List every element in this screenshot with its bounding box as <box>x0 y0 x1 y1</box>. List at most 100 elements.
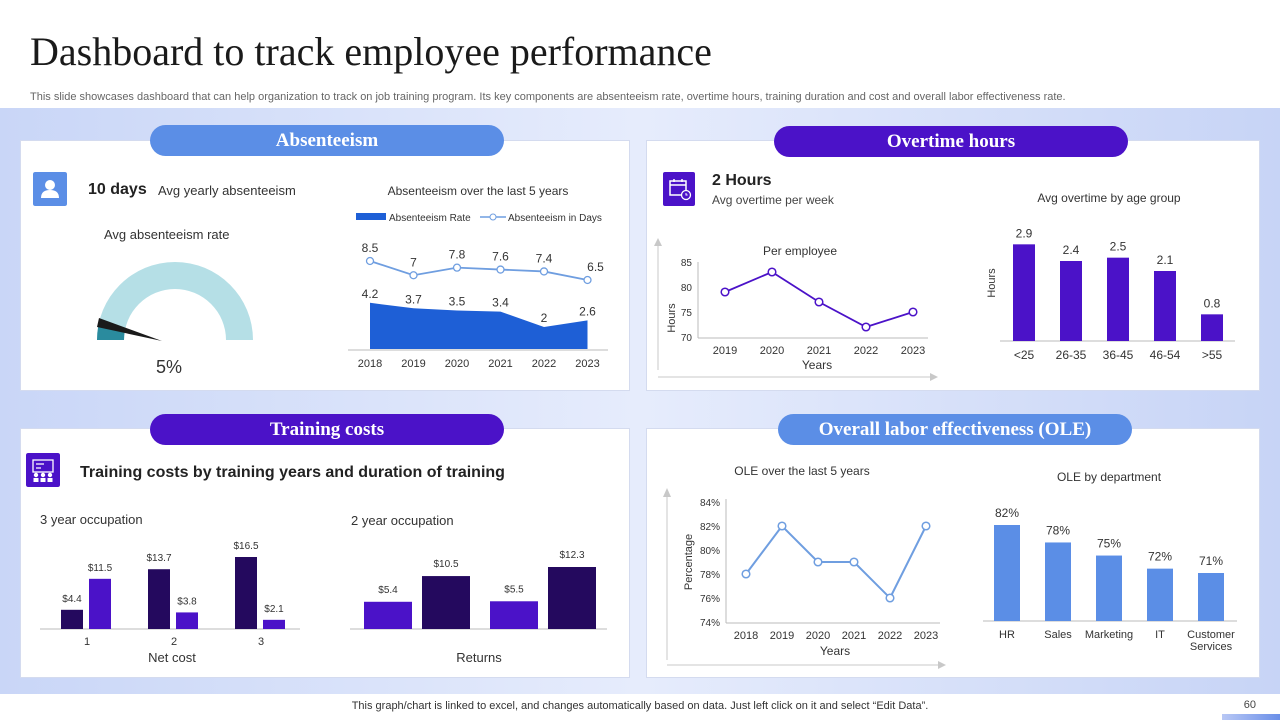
overtime-stat-label: Avg overtime per week <box>712 193 834 207</box>
data-point <box>777 521 787 531</box>
data-label: 7.4 <box>536 251 553 265</box>
data-label: $10.5 <box>433 559 458 570</box>
bar <box>148 569 170 629</box>
data-point <box>409 271 418 280</box>
absenteeism-card <box>20 140 630 391</box>
data-label: 7.8 <box>449 248 466 262</box>
data-label: $5.4 <box>378 585 398 596</box>
x-tick-label: 26-35 <box>1056 348 1087 362</box>
data-label: 2.6 <box>579 304 596 318</box>
user-icon <box>33 172 67 206</box>
overtime-card <box>646 140 1260 391</box>
data-point <box>861 322 871 332</box>
x-axis-arrow <box>938 661 946 669</box>
bar <box>1107 257 1129 341</box>
x-tick-label: Services <box>1190 641 1233 653</box>
bar <box>61 609 83 629</box>
overtime-per-employee-chart: Per employee 70 75 80 85 Hours 2019 2020 2021 202… <box>654 238 938 381</box>
ole-pill: Overall labor effectiveness (OLE) <box>778 414 1132 445</box>
ole-trend-chart: OLE over the last 5 years 74% 76% 78% 80% 82%… <box>663 464 946 669</box>
y-tick-label: 70 <box>681 333 693 344</box>
x-tick-label: 2022 <box>878 630 902 642</box>
bar <box>1096 555 1122 621</box>
x-axis-arrow <box>930 373 938 381</box>
y-tick-label: 82% <box>700 522 720 533</box>
bar <box>89 578 111 629</box>
data-point <box>583 275 592 285</box>
training-card <box>20 428 630 678</box>
data-label: $2.1 <box>264 604 284 615</box>
bar <box>994 525 1020 621</box>
data-label: 82% <box>995 506 1019 520</box>
y-tick-label: 78% <box>700 570 720 581</box>
data-label: 7.6 <box>492 250 509 264</box>
training-left-title: 3 year occupation <box>40 512 143 527</box>
absenteeism-pill: Absenteeism <box>150 125 504 156</box>
footer-note: This graph/chart is linked to excel, and… <box>351 700 929 712</box>
data-label: 7 <box>410 255 417 269</box>
y-axis-arrow <box>663 488 671 497</box>
legend-marker-days <box>489 213 497 221</box>
x-tick-label: 2022 <box>854 345 878 357</box>
gauge-track <box>97 262 253 340</box>
data-label: 3.4 <box>492 296 509 310</box>
data-point <box>539 267 549 276</box>
data-label: $3.8 <box>177 596 197 607</box>
training-right-title: 2 year occupation <box>351 513 454 528</box>
page-subtitle: This slide showcases dashboard that can … <box>30 91 1066 103</box>
data-point <box>741 569 751 579</box>
y-tick-label: 80% <box>700 546 720 557</box>
bar <box>1013 244 1035 341</box>
x-tick-label: 2023 <box>575 358 599 370</box>
bar <box>1201 314 1223 341</box>
data-label: 6.5 <box>587 260 604 274</box>
x-tick-label: Customer <box>1187 629 1235 641</box>
data-label: 2.9 <box>1016 226 1033 240</box>
bar <box>364 601 412 629</box>
x-tick-label: 2019 <box>713 345 737 357</box>
bar <box>1154 271 1176 341</box>
gauge-needle <box>97 318 162 341</box>
data-label: 71% <box>1199 554 1223 568</box>
data-point <box>720 287 730 297</box>
data-label: 3.7 <box>405 292 422 306</box>
bar <box>422 576 470 629</box>
data-label: 2.4 <box>1063 243 1080 257</box>
x-tick-label: 46-54 <box>1150 348 1181 362</box>
x-tick-label: 2020 <box>445 358 469 370</box>
data-point <box>921 521 931 531</box>
data-label: 2 <box>541 311 548 325</box>
x-tick-label: 2023 <box>914 630 938 642</box>
bar <box>1147 568 1173 621</box>
x-axis-label: Net cost <box>148 650 196 665</box>
x-tick-label: 2020 <box>806 630 830 642</box>
x-tick-label: <25 <box>1014 348 1035 362</box>
gauge-fill-arc <box>97 326 125 340</box>
data-label: $12.3 <box>559 550 584 561</box>
y-tick-label: 80 <box>681 283 693 294</box>
chart-title: Per employee <box>763 244 837 258</box>
series-area-absenteeism-rate <box>370 302 588 349</box>
legend-label: Absenteeism in Days <box>508 213 602 224</box>
training-2yr-chart: $5.4 $10.5 $5.5 $12.3 Returns <box>350 550 607 665</box>
data-point <box>849 557 859 567</box>
x-tick-label: 2018 <box>734 630 758 642</box>
x-tick-label: 2020 <box>760 345 784 357</box>
y-axis-label: Hours <box>666 303 678 333</box>
data-point <box>767 267 777 277</box>
data-label: $4.4 <box>62 594 82 605</box>
absenteeism-stat-value: 10 days <box>88 181 147 198</box>
x-tick-label: 2021 <box>488 358 512 370</box>
data-point <box>365 256 375 266</box>
y-axis-label: Percentage <box>683 534 695 590</box>
y-axis-label: Hours <box>986 268 998 298</box>
absenteeism-trend-chart: Absenteeism over the last 5 years Absente… <box>348 184 608 370</box>
data-label: $13.7 <box>146 553 171 564</box>
data-label: 2.1 <box>1157 253 1174 267</box>
data-label: 2.5 <box>1110 240 1127 254</box>
overtime-by-age-chart: Avg overtime by age group Hours 2.9 <25 2.4 2… <box>986 191 1235 362</box>
x-axis-label: Years <box>802 358 832 372</box>
bar <box>1060 261 1082 341</box>
ole-card <box>646 428 1260 678</box>
x-tick-label: IT <box>1155 629 1165 641</box>
